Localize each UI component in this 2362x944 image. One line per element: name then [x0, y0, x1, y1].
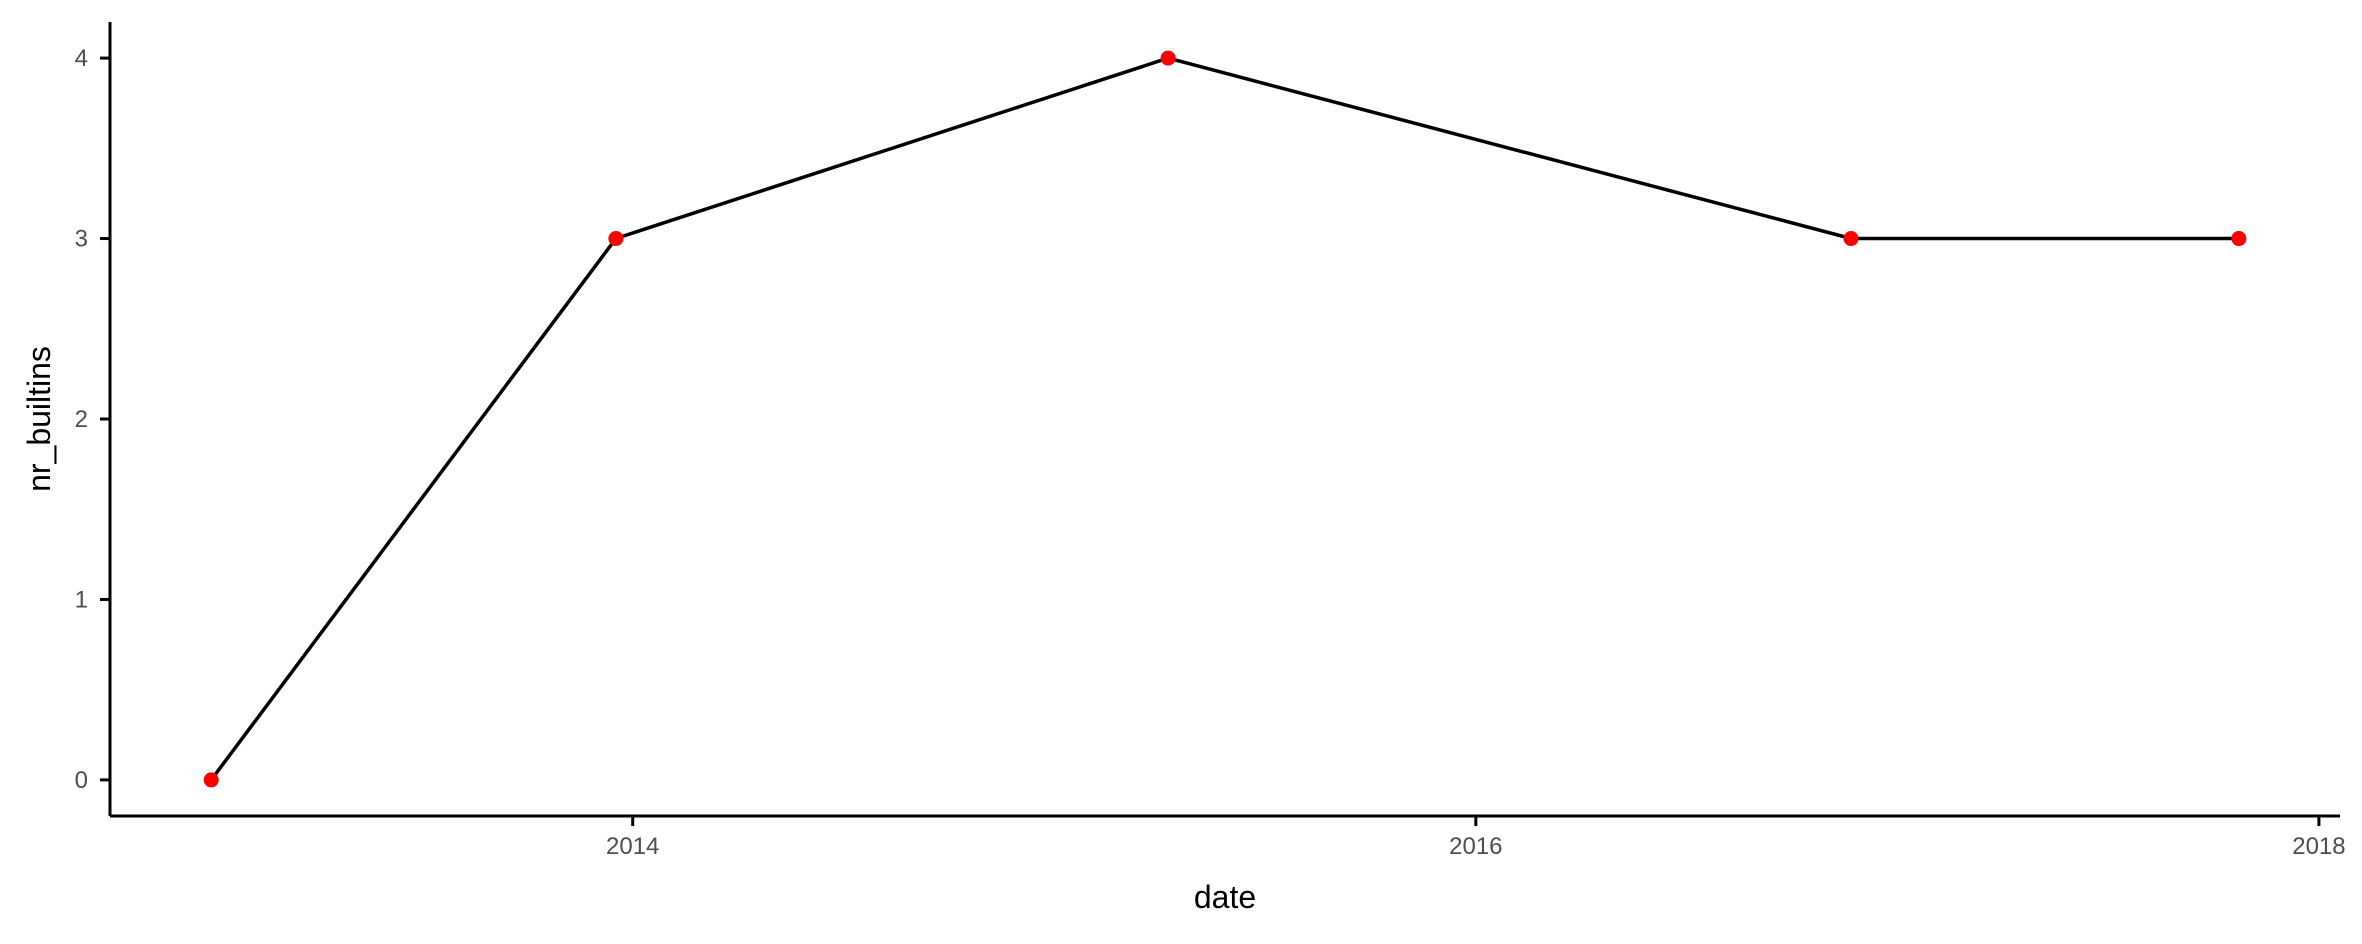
data-point [608, 231, 623, 246]
y-tick-label: 1 [75, 586, 88, 613]
y-tick-label: 0 [75, 767, 88, 794]
y-tick-label: 3 [75, 226, 88, 253]
y-tick-label: 2 [75, 406, 88, 433]
x-tick-label: 2018 [2292, 833, 2345, 860]
x-axis-title: date [1194, 879, 1256, 915]
series-line [211, 58, 2239, 780]
data-point [1844, 231, 1859, 246]
x-tick-label: 2014 [606, 833, 659, 860]
y-axis-ticks: 0 1 2 3 4 [75, 45, 110, 794]
x-axis-ticks: 2014 2016 2018 [606, 816, 2346, 860]
data-point [1161, 51, 1176, 66]
x-tick-label: 2016 [1449, 833, 1502, 860]
y-axis-title: nr_builtins [21, 346, 57, 492]
series-layer [204, 51, 2247, 788]
data-point [204, 772, 219, 787]
y-tick-label: 4 [75, 45, 88, 72]
data-point [2231, 231, 2246, 246]
